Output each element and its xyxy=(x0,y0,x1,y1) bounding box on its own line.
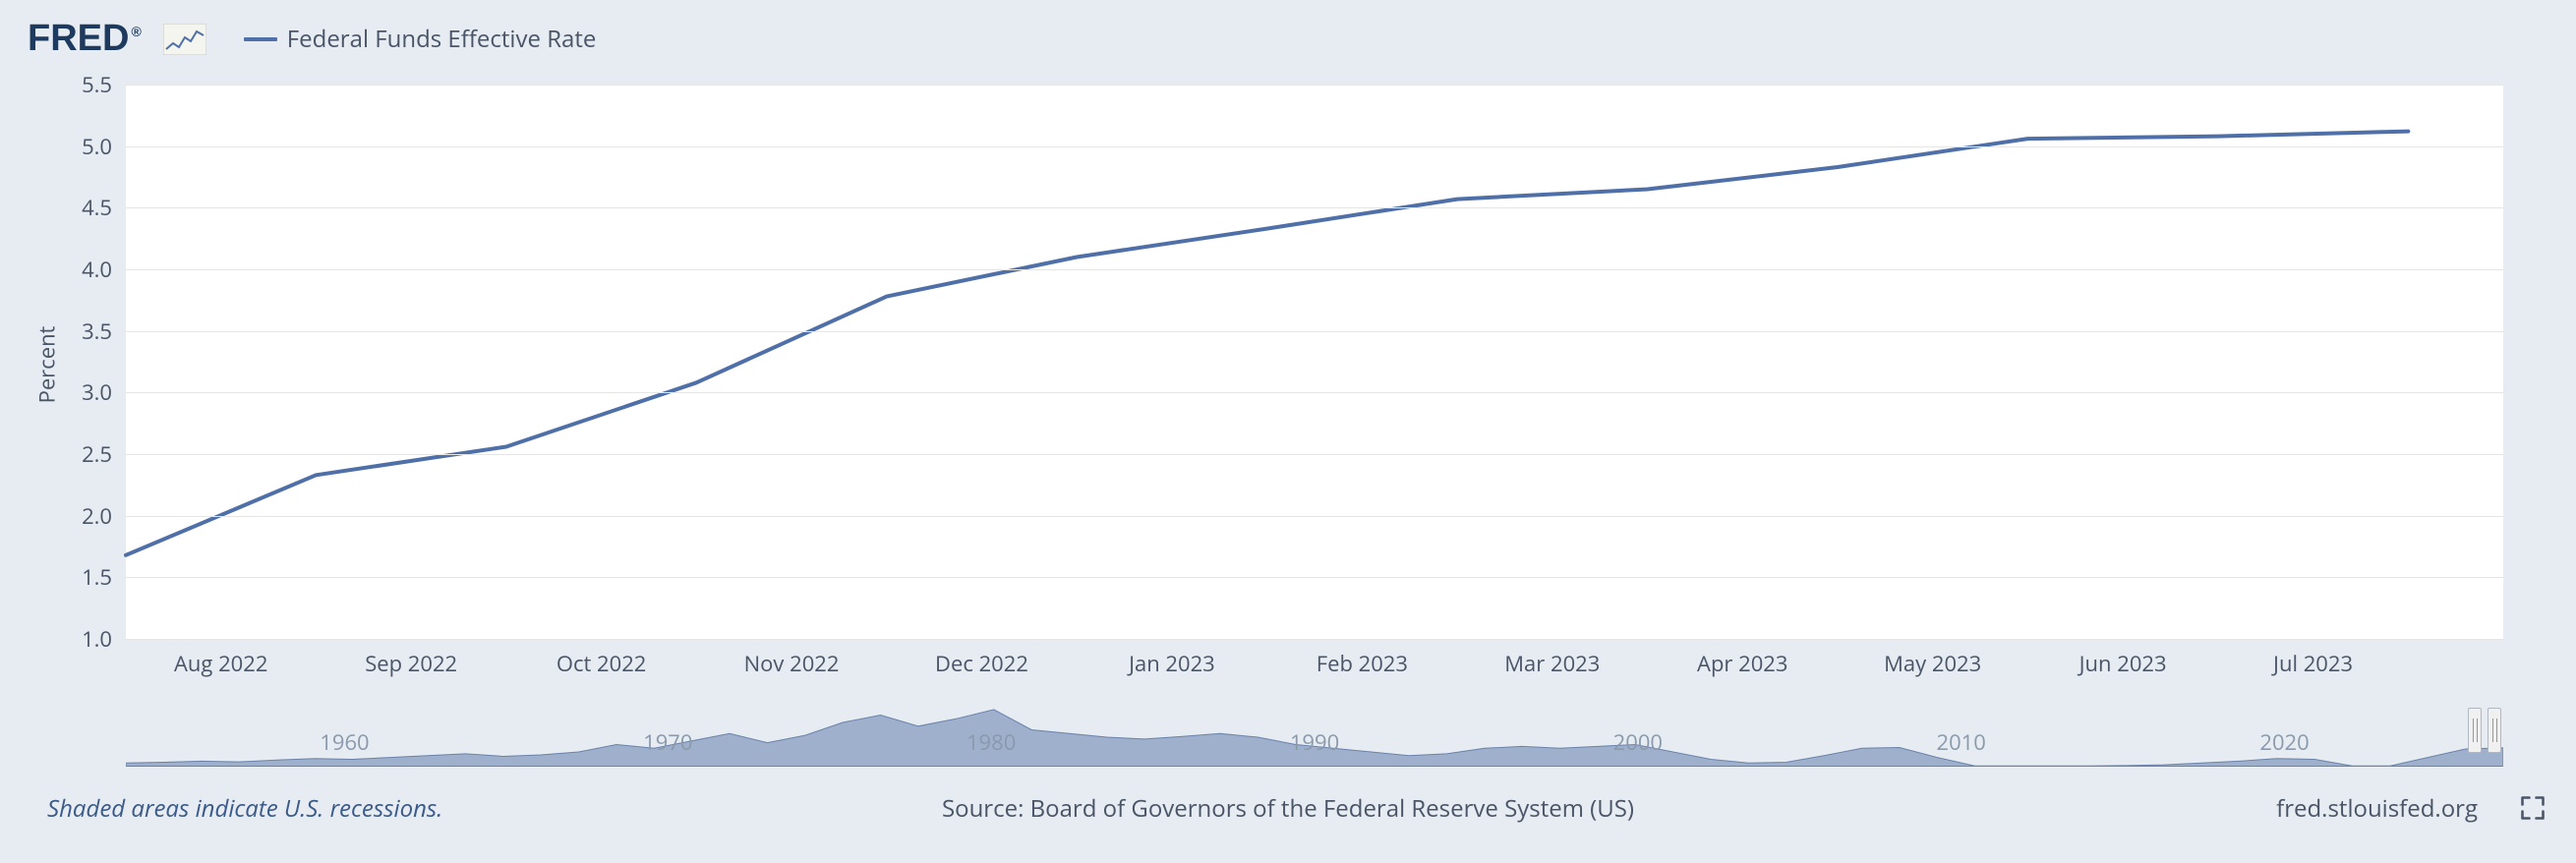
y-tick-label: 4.0 xyxy=(82,255,112,284)
gridline xyxy=(126,331,2503,332)
y-tick-label: 1.0 xyxy=(82,624,112,654)
chart-legend[interactable]: Federal Funds Effective Rate xyxy=(244,23,597,55)
y-tick-label: 2.0 xyxy=(82,501,112,531)
y-tick-label: 5.0 xyxy=(82,132,112,161)
gridline xyxy=(126,516,2503,517)
fred-logo: FRED® xyxy=(28,18,142,60)
x-tick-label: Jun 2023 xyxy=(2079,649,2167,678)
gridline xyxy=(126,392,2503,393)
x-tick-label: Feb 2023 xyxy=(1317,649,1408,678)
legend-swatch xyxy=(244,37,277,41)
y-tick-label: 2.5 xyxy=(82,439,112,469)
range-handle-right[interactable] xyxy=(2488,708,2501,753)
chart-header: FRED® Federal Funds Effective Rate xyxy=(28,18,596,60)
fred-logo-text: FRED xyxy=(28,18,129,60)
y-tick-label: 4.5 xyxy=(82,193,112,222)
gridline xyxy=(126,207,2503,208)
gridline xyxy=(126,454,2503,455)
main-chart[interactable]: 1.01.52.02.53.03.54.04.55.05.5Aug 2022Se… xyxy=(126,85,2503,639)
overview-tick-label: 1980 xyxy=(966,727,1016,757)
legend-label: Federal Funds Effective Rate xyxy=(287,23,597,55)
fullscreen-icon[interactable] xyxy=(2519,794,2547,822)
overview-tick-label: 2000 xyxy=(1613,727,1663,757)
x-tick-label: Mar 2023 xyxy=(1504,649,1600,678)
y-tick-label: 3.0 xyxy=(82,377,112,407)
x-tick-label: Dec 2022 xyxy=(935,649,1028,678)
overview-tick-label: 2010 xyxy=(1937,727,1986,757)
registered-mark: ® xyxy=(131,24,141,39)
gridline xyxy=(126,146,2503,147)
gridline xyxy=(126,639,2503,640)
x-tick-label: May 2023 xyxy=(1884,649,1981,678)
x-tick-label: Apr 2023 xyxy=(1697,649,1787,678)
overview-tick-label: 1970 xyxy=(643,727,692,757)
range-handle-left[interactable] xyxy=(2468,708,2482,753)
x-tick-label: Oct 2022 xyxy=(556,649,647,678)
recessions-note: Shaded areas indicate U.S. recessions. xyxy=(47,792,442,825)
gridline xyxy=(126,577,2503,578)
x-tick-label: Sep 2022 xyxy=(365,649,457,678)
x-tick-label: Aug 2022 xyxy=(174,649,267,678)
x-tick-label: Jan 2023 xyxy=(1129,649,1215,678)
overview-chart[interactable]: 1960 1970 1980 1990 2000 2010 2020 xyxy=(126,708,2503,767)
y-tick-label: 1.5 xyxy=(82,562,112,592)
site-link[interactable]: fred.stlouisfed.org xyxy=(2276,792,2478,825)
source-note: Source: Board of Governors of the Federa… xyxy=(942,792,1634,825)
y-axis-label: Percent xyxy=(31,326,61,404)
gridline xyxy=(126,269,2503,270)
y-tick-label: 5.5 xyxy=(82,70,112,99)
y-tick-label: 3.5 xyxy=(82,316,112,346)
x-tick-label: Nov 2022 xyxy=(744,649,840,678)
logo-chart-icon xyxy=(163,24,206,55)
x-tick-label: Jul 2023 xyxy=(2273,649,2353,678)
gridline xyxy=(126,85,2503,86)
overview-tick-label: 2020 xyxy=(2259,727,2309,757)
overview-tick-label: 1960 xyxy=(320,727,369,757)
overview-tick-label: 1990 xyxy=(1290,727,1339,757)
line-series-svg xyxy=(126,85,2503,639)
